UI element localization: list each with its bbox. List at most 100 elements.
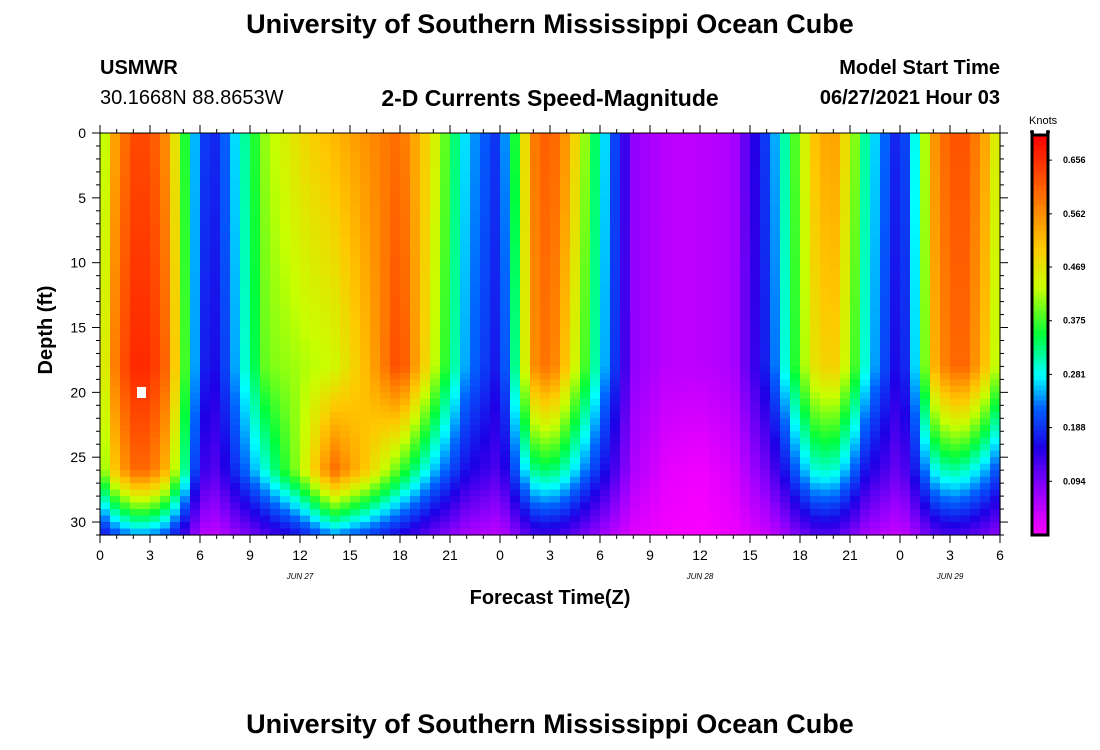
heatmap-cell (770, 515, 781, 523)
heatmap-cell (560, 249, 571, 257)
heatmap-cell (250, 483, 261, 491)
heatmap-cell (850, 463, 861, 471)
heatmap-cell (340, 301, 351, 309)
heatmap-cell (190, 509, 201, 517)
heatmap-cell (320, 204, 331, 212)
heatmap-cell (170, 243, 181, 251)
heatmap-cell (450, 256, 461, 264)
heatmap-cell (360, 463, 371, 471)
heatmap-cell (620, 191, 631, 199)
heatmap-cell (110, 301, 121, 309)
heatmap-cell (700, 392, 711, 400)
heatmap-cell (670, 411, 681, 419)
heatmap-cell (810, 171, 821, 179)
heatmap-cell (480, 321, 491, 329)
heatmap-cell (130, 340, 141, 348)
heatmap-cell (400, 346, 411, 355)
heatmap-cell (850, 353, 861, 361)
heatmap-cell (610, 301, 621, 309)
heatmap-cell (700, 496, 711, 504)
heatmap-cell (410, 346, 421, 355)
heatmap-cell (520, 372, 531, 380)
heatmap-cell (890, 327, 901, 335)
heatmap-cell (160, 321, 171, 329)
heatmap-cell (710, 191, 721, 199)
heatmap-cell (790, 509, 801, 517)
heatmap-cell (330, 359, 341, 368)
heatmap-cell (290, 392, 301, 400)
heatmap-cell (390, 418, 401, 426)
heatmap-cell (610, 372, 621, 380)
heatmap-cell (460, 359, 471, 368)
heatmap-cell (870, 282, 881, 290)
heatmap-cell (490, 236, 501, 244)
heatmap-cell (160, 282, 171, 290)
heatmap-cell (890, 321, 901, 329)
heatmap-cell (130, 288, 141, 296)
heatmap-cell (290, 437, 301, 445)
heatmap-cell (480, 308, 491, 316)
heatmap-cell (290, 249, 301, 257)
heatmap-cell (290, 171, 301, 179)
heatmap-cell (540, 444, 551, 452)
heatmap-cell (850, 158, 861, 167)
heatmap-cell (630, 457, 641, 465)
heatmap-cell (610, 463, 621, 471)
heatmap-cell (420, 301, 431, 309)
heatmap-cell (680, 470, 691, 478)
heatmap-cell (570, 171, 581, 179)
heatmap-cell (690, 444, 701, 452)
heatmap-cell (820, 223, 831, 231)
heatmap-cell (700, 165, 711, 173)
heatmap-cell (160, 308, 171, 316)
heatmap-cell (500, 288, 511, 296)
heatmap-cell (130, 346, 141, 355)
heatmap-cell (540, 288, 551, 296)
heatmap-cell (730, 210, 741, 218)
heatmap-cell (110, 372, 121, 380)
heatmap-cell (480, 236, 491, 244)
heatmap-cell (360, 359, 371, 368)
heatmap-cell (500, 398, 511, 406)
heatmap-cell (740, 405, 751, 413)
heatmap-cell (310, 340, 321, 348)
heatmap-cell (860, 171, 871, 179)
heatmap-cell (840, 249, 851, 257)
heatmap-cell (240, 217, 251, 225)
heatmap-cell (690, 204, 701, 212)
heatmap-cell (280, 385, 291, 393)
heatmap-cell (820, 450, 831, 458)
heatmap-cell (710, 139, 721, 147)
heatmap-cell (500, 483, 511, 491)
heatmap-cell (750, 145, 761, 154)
heatmap-cell (490, 379, 501, 387)
heatmap-cell (420, 178, 431, 186)
heatmap-cell (800, 392, 811, 400)
heatmap-cell (180, 392, 191, 400)
heatmap-cell (560, 243, 571, 251)
heatmap-cell (430, 359, 441, 368)
heatmap-cell (370, 295, 381, 303)
heatmap-cell (780, 424, 791, 432)
heatmap-cell (220, 418, 231, 426)
heatmap-cell (480, 463, 491, 471)
heatmap-cell (360, 385, 371, 393)
heatmap-cell (440, 223, 451, 231)
heatmap-cell (690, 431, 701, 439)
heatmap-cell (670, 275, 681, 283)
heatmap-cell (580, 223, 591, 231)
heatmap-cell (580, 366, 591, 374)
heatmap-cell (430, 346, 441, 355)
heatmap-cell (540, 152, 551, 160)
heatmap-cell (440, 476, 451, 484)
heatmap-cell (900, 184, 911, 192)
heatmap-cell (310, 405, 321, 413)
heatmap-cell (320, 295, 331, 303)
heatmap-cell (460, 366, 471, 374)
heatmap-cell (870, 165, 881, 173)
heatmap-cell (220, 165, 231, 173)
heatmap-cell (140, 496, 151, 504)
heatmap-cell (550, 308, 561, 316)
heatmap-cell (680, 515, 691, 523)
heatmap-cell (750, 346, 761, 355)
